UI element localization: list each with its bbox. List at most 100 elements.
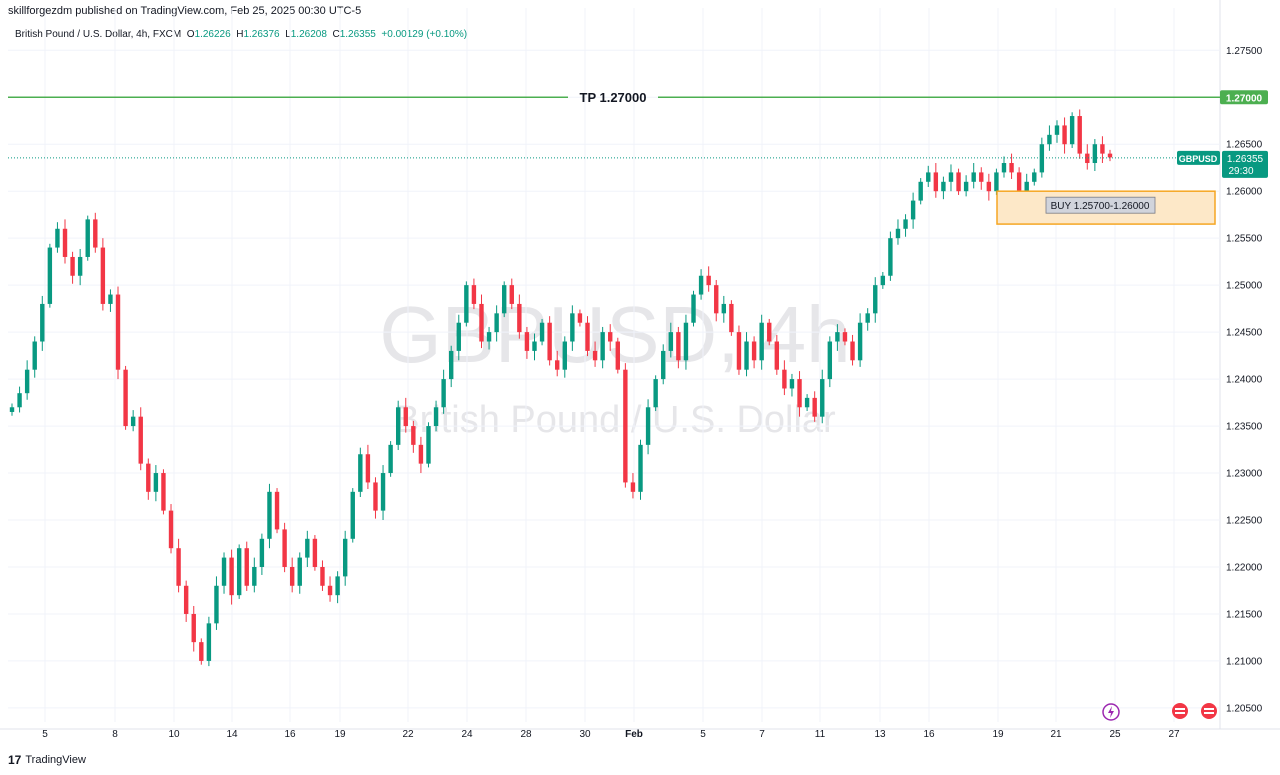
candle-body	[168, 510, 174, 549]
time-tick-label: 19	[992, 729, 1004, 740]
lightning-bolt-icon	[1108, 706, 1114, 718]
symbol-name[interactable]: British Pound / U.S. Dollar, 4h, FXCM	[15, 29, 182, 40]
candle-body	[236, 548, 242, 596]
candle-body	[433, 407, 439, 427]
candle-body	[638, 444, 643, 492]
candle-body	[320, 566, 325, 586]
time-tick-label: 11	[815, 729, 826, 740]
brand-name: TradingView	[25, 754, 86, 766]
candle-body	[1107, 153, 1113, 158]
candle-body	[153, 473, 159, 492]
candle-body	[895, 228, 901, 239]
time-tick-label: 19	[334, 729, 346, 740]
candle-body	[698, 275, 704, 295]
candle-body	[645, 407, 651, 445]
candle-body	[418, 444, 424, 464]
time-tick-label: 14	[226, 729, 238, 740]
candle-body	[789, 379, 795, 389]
candle-body	[918, 181, 923, 201]
candle-body	[963, 181, 969, 192]
candle-body	[751, 341, 757, 361]
candle-body	[676, 332, 681, 361]
low-value: 1.26208	[290, 29, 327, 40]
time-tick-label: 13	[874, 729, 886, 740]
candle-body	[47, 247, 53, 304]
candle-body	[486, 332, 492, 342]
candle-body	[289, 566, 295, 586]
time-tick-label: 30	[579, 729, 591, 740]
symbol-ohlc-line: British Pound / U.S. Dollar, 4h, FXCM O1…	[15, 29, 467, 40]
candle-body	[547, 322, 552, 361]
candle-body	[441, 379, 446, 408]
time-tick-label: 10	[168, 729, 180, 740]
candle-body	[570, 313, 575, 342]
high-value: 1.26376	[243, 29, 280, 40]
candle-body	[259, 538, 265, 567]
candle-body	[1092, 144, 1098, 164]
candle-body	[297, 557, 302, 586]
candle-body	[312, 538, 318, 567]
candle-body	[146, 463, 151, 492]
price-tick-label: 1.22500	[1226, 516, 1263, 527]
candle-body	[358, 454, 363, 492]
candle-body	[683, 322, 689, 361]
candle-body	[411, 426, 416, 445]
candle-body	[532, 341, 537, 351]
us-flag-event-icon	[1172, 703, 1188, 719]
price-tick-label: 1.25000	[1226, 281, 1263, 292]
candle-body	[267, 491, 272, 539]
bar-countdown: 29:30	[1228, 166, 1253, 177]
candle-body	[40, 303, 45, 342]
candle-body	[691, 294, 696, 323]
candle-body	[759, 322, 764, 361]
candle-body	[865, 313, 870, 323]
price-tick-label: 1.27500	[1226, 46, 1263, 57]
published-info: skillforgezdm published on TradingView.c…	[8, 5, 362, 17]
candle-body	[479, 303, 484, 342]
candle-body	[782, 369, 787, 389]
candle-body	[380, 473, 386, 511]
low-label: L	[285, 29, 291, 40]
price-tick-label: 1.26000	[1226, 187, 1263, 198]
tradingview-logo-icon: 17	[8, 753, 22, 767]
us-flag-stripe	[1204, 708, 1214, 710]
price-tick-label: 1.21500	[1226, 609, 1263, 620]
buy-zone-label: BUY 1.25700-1.26000	[1051, 201, 1150, 212]
candle-body	[555, 360, 560, 370]
last-price-value: 1.26355	[1227, 154, 1264, 165]
candle-body	[820, 379, 825, 417]
price-tick-label: 1.25500	[1226, 234, 1263, 245]
candle-body	[653, 379, 658, 408]
candle-body	[456, 322, 461, 351]
candle-body	[9, 407, 15, 412]
price-tick-label: 1.23000	[1226, 469, 1263, 480]
candle-body	[1039, 144, 1045, 173]
candle-body	[767, 322, 772, 342]
candle-body	[229, 557, 234, 596]
candle-body	[668, 332, 673, 351]
candle-body	[327, 585, 333, 596]
candle-body	[736, 332, 742, 370]
change-value: +0.00129 (+0.10%)	[381, 29, 468, 40]
candle-body	[941, 181, 946, 192]
candle-body	[797, 379, 802, 408]
candle-body	[1047, 134, 1052, 145]
last-price-tag	[1222, 150, 1268, 178]
candle-body	[880, 275, 886, 286]
candle-body	[986, 181, 992, 192]
candle-body	[994, 172, 999, 192]
us-flag-stripe	[1175, 708, 1185, 710]
candle-body	[661, 350, 666, 380]
candle-body	[449, 350, 454, 380]
us-flag-stripe	[1204, 712, 1214, 714]
watermark-name: British Pound / U.S. Dollar	[394, 399, 836, 441]
time-tick-label: 21	[1050, 729, 1062, 740]
candle-body	[857, 322, 863, 361]
candle-body	[835, 332, 840, 342]
time-tick-label: 28	[520, 729, 532, 740]
candle-body	[888, 238, 893, 276]
tp-price-tag-label: 1.27000	[1226, 93, 1263, 104]
candle-body	[274, 491, 280, 530]
time-tick-label: Feb	[625, 729, 643, 740]
